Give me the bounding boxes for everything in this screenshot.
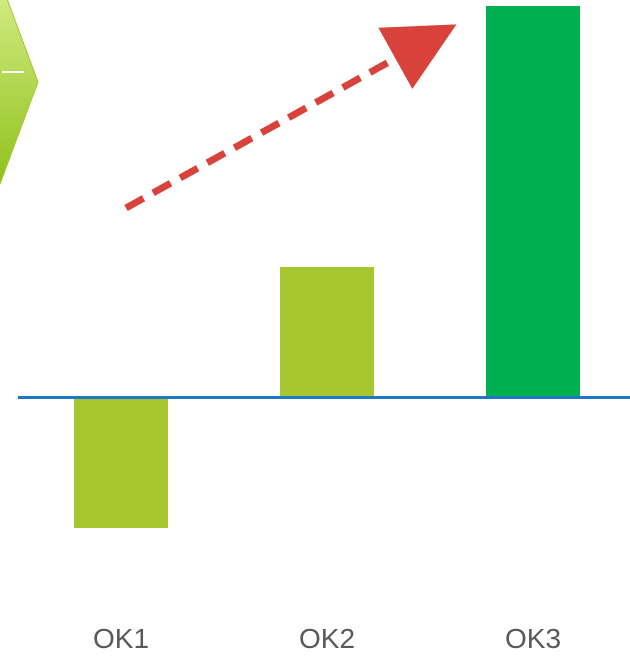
x-tick-label: OK3 [505,623,561,654]
bar-ok1 [74,397,168,528]
x-tick-label: OK2 [299,623,355,654]
chevron-shape [0,0,39,185]
trend-arrow-head [418,27,448,53]
bar-ok3 [486,6,580,398]
bars-group [74,6,580,528]
bar-ok2 [280,267,374,398]
trend-arrow [124,24,457,212]
x-tick-label: OK1 [93,623,149,654]
x-tick-labels: OK1 OK2 OK3 [93,623,561,654]
